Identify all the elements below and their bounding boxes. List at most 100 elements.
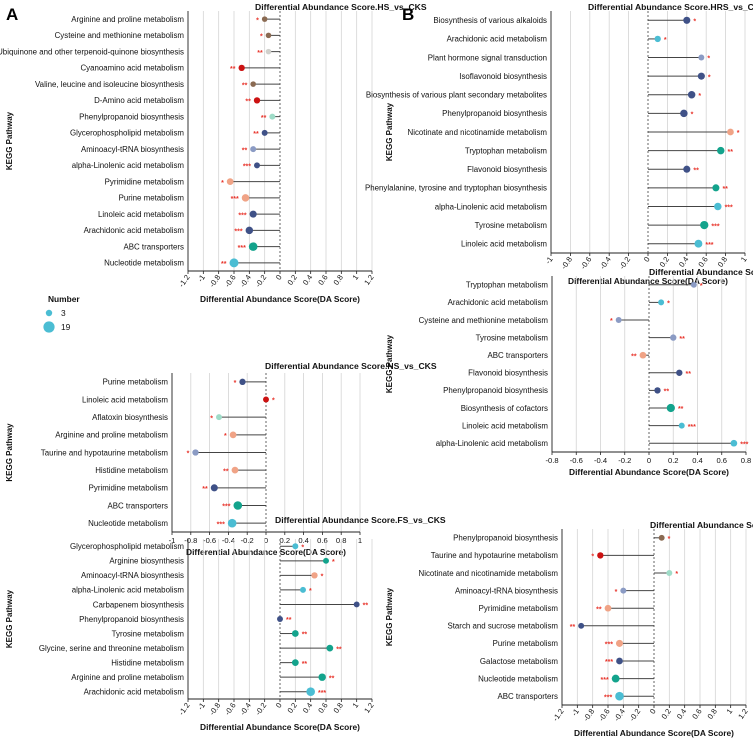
x-tick-label: 0.8 bbox=[741, 456, 752, 465]
lollipop-point bbox=[250, 81, 256, 87]
x-tick-label: 0.4 bbox=[675, 707, 688, 721]
lollipop-point bbox=[666, 403, 675, 413]
data-row: Arginine biosynthesis * bbox=[109, 557, 335, 566]
chart-title: Differential Abundance Score.HS_vs_CKS bbox=[255, 2, 427, 12]
lollipop-point bbox=[597, 552, 604, 559]
category-label: Arginine and proline metabolism bbox=[71, 673, 184, 682]
panel-label-b: B bbox=[402, 5, 414, 24]
lollipop-point bbox=[231, 466, 239, 474]
data-row: Arginine and proline metabolism * bbox=[55, 431, 266, 440]
x-axis-label: Differential Abundance Score(DA Score) bbox=[574, 728, 734, 738]
significance-label: *** bbox=[725, 205, 733, 212]
lollipop-point bbox=[229, 258, 239, 268]
data-row: Taurine and hypotaurine metabolism * bbox=[41, 448, 266, 458]
significance-label: *** bbox=[318, 690, 326, 697]
lollipop-point bbox=[254, 162, 260, 169]
significance-label: ** bbox=[242, 147, 248, 154]
significance-label: ** bbox=[261, 115, 267, 122]
x-tick-label: -0.8 bbox=[559, 255, 574, 271]
lollipop-point bbox=[192, 449, 199, 456]
y-axis-label: KEGG Pathway bbox=[385, 102, 394, 161]
significance-label: * bbox=[737, 130, 740, 137]
lollipop-point bbox=[694, 239, 703, 248]
significance-label: * bbox=[708, 74, 711, 81]
lollipop-point bbox=[250, 146, 257, 153]
x-tick-label: 0.4 bbox=[692, 456, 703, 465]
chart-title: Differential Abundance Score.HRS_vs_CKRS bbox=[588, 2, 753, 12]
lollipop-point bbox=[697, 72, 705, 80]
category-label: Tryptophan metabolism bbox=[465, 146, 548, 155]
significance-label: ** bbox=[596, 606, 602, 613]
x-tick-label: 1.2 bbox=[736, 707, 749, 721]
x-tick-label: 0 bbox=[274, 701, 284, 710]
significance-label: *** bbox=[711, 223, 719, 230]
lollipop-point bbox=[698, 54, 705, 61]
category-label: Cysteine and methionine metabolism bbox=[55, 31, 185, 40]
lollipop-point bbox=[680, 109, 688, 118]
category-label: Tyrosine metabolism bbox=[112, 629, 185, 638]
significance-label: ** bbox=[302, 661, 308, 668]
category-label: ABC transporters bbox=[497, 692, 558, 701]
x-tick-label: 0.8 bbox=[706, 707, 719, 721]
lollipop-point bbox=[700, 220, 709, 230]
chart-fs: Differential Abundance Score.FS_vs_CKS -1… bbox=[5, 515, 446, 732]
lollipop-point bbox=[306, 687, 315, 697]
significance-label: * bbox=[707, 56, 710, 63]
lollipop-point bbox=[639, 351, 647, 359]
data-row: Glycine, serine and threonine metabolism… bbox=[39, 644, 342, 653]
lollipop-point bbox=[216, 414, 222, 421]
lollipop-point bbox=[253, 97, 261, 104]
significance-label: * bbox=[221, 180, 224, 187]
significance-label: * bbox=[260, 34, 263, 41]
data-row: Pyrimidine metabolism * bbox=[105, 177, 280, 187]
y-axis-label: KEGG Pathway bbox=[385, 334, 394, 393]
data-row: D-Amino acid metabolism ** bbox=[94, 96, 280, 106]
category-label: Arachidonic acid metabolism bbox=[447, 35, 548, 44]
category-label: alpha-Linolenic acid metabolism bbox=[72, 161, 185, 170]
lollipop-point bbox=[690, 281, 697, 288]
significance-label: ** bbox=[678, 406, 684, 413]
category-label: Phenylpropanoid biosynthesis bbox=[443, 386, 548, 395]
data-row: Ubiquinone and other terpenoid-quinone b… bbox=[0, 47, 280, 57]
category-label: Phenylpropanoid biosynthesis bbox=[453, 534, 558, 543]
significance-label: *** bbox=[601, 677, 609, 684]
significance-label: ** bbox=[363, 603, 369, 610]
data-row: Tryptophan metabolism * bbox=[466, 281, 703, 290]
lollipop-point bbox=[238, 64, 245, 72]
category-label: Tyrosine metabolism bbox=[476, 333, 549, 342]
lollipop-point bbox=[654, 35, 661, 43]
lollipop-point bbox=[666, 570, 673, 576]
lollipop-point bbox=[714, 202, 722, 211]
lollipop-point bbox=[248, 242, 258, 251]
significance-label: * bbox=[234, 380, 237, 387]
x-tick-label: 0 bbox=[648, 707, 658, 716]
category-label: Taurine and hypotaurine metabolism bbox=[41, 448, 169, 457]
chart-nrs: Differential Abundance Score.NRS_vs_CKRS… bbox=[385, 267, 753, 477]
category-label: Arginine and proline metabolism bbox=[71, 15, 184, 24]
significance-label: * bbox=[256, 17, 259, 24]
data-row: Arachidonic acid metabolism *** bbox=[84, 687, 326, 697]
data-row: Biosynthesis of various alkaloids * bbox=[433, 16, 696, 25]
category-label: ABC transporters bbox=[123, 242, 184, 251]
significance-label: *** bbox=[238, 212, 246, 219]
category-label: ABC transporters bbox=[107, 501, 168, 510]
category-label: Nicotinate and nicotinamide metabolism bbox=[408, 128, 548, 137]
category-label: Phenylalanine, tyrosine and tryptophan b… bbox=[365, 184, 547, 193]
data-row: Glycerophospholipid metabolism ** bbox=[70, 129, 280, 138]
lollipop-point bbox=[311, 572, 318, 579]
data-row: Phenylpropanoid biosynthesis ** bbox=[79, 112, 280, 122]
chart-hrs: Differential Abundance Score.HRS_vs_CKRS… bbox=[365, 2, 753, 286]
x-tick-label: 0 bbox=[642, 255, 652, 264]
category-label: Starch and sucrose metabolism bbox=[447, 622, 558, 631]
significance-label: *** bbox=[231, 196, 239, 203]
category-label: Histidine metabolism bbox=[95, 466, 168, 475]
lollipop-point bbox=[616, 657, 623, 665]
lollipop-point bbox=[658, 534, 665, 541]
significance-label: * bbox=[321, 574, 324, 581]
lollipop-point bbox=[658, 299, 665, 306]
data-row: Aminoacyl-tRNA biosynthesis * bbox=[455, 586, 654, 596]
significance-label: * bbox=[301, 544, 304, 551]
x-tick-label: -0.2 bbox=[627, 707, 642, 723]
significance-label: * bbox=[693, 19, 696, 26]
significance-label: ** bbox=[253, 131, 259, 138]
